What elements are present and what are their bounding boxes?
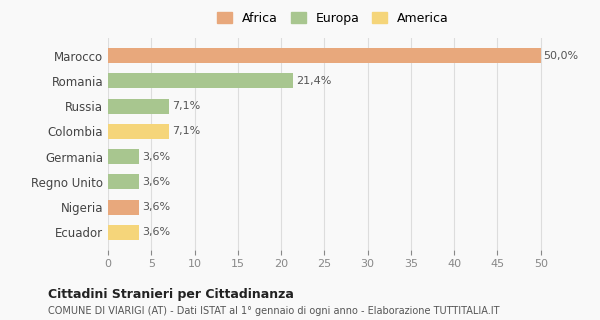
Text: 21,4%: 21,4% <box>296 76 331 86</box>
Bar <box>108 200 139 215</box>
Text: 50,0%: 50,0% <box>543 51 578 60</box>
Text: 7,1%: 7,1% <box>172 126 200 136</box>
Text: 3,6%: 3,6% <box>142 202 170 212</box>
Bar <box>108 174 139 189</box>
Text: 3,6%: 3,6% <box>142 228 170 237</box>
Legend: Africa, Europa, America: Africa, Europa, America <box>212 7 454 30</box>
Text: Cittadini Stranieri per Cittadinanza: Cittadini Stranieri per Cittadinanza <box>48 288 294 300</box>
Bar <box>108 73 293 88</box>
Bar <box>108 149 139 164</box>
Bar <box>108 124 169 139</box>
Bar <box>108 99 169 114</box>
Bar <box>108 48 541 63</box>
Text: COMUNE DI VIARIGI (AT) - Dati ISTAT al 1° gennaio di ogni anno - Elaborazione TU: COMUNE DI VIARIGI (AT) - Dati ISTAT al 1… <box>48 306 499 316</box>
Text: 7,1%: 7,1% <box>172 101 200 111</box>
Bar <box>108 225 139 240</box>
Text: 3,6%: 3,6% <box>142 152 170 162</box>
Text: 3,6%: 3,6% <box>142 177 170 187</box>
